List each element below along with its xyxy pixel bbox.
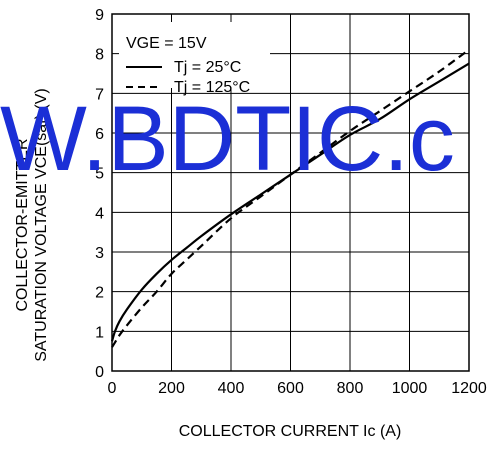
y-tick-label-8: 8 bbox=[95, 47, 104, 64]
y-tick-label-2: 2 bbox=[95, 285, 104, 302]
x-tick-label-400: 400 bbox=[218, 380, 245, 397]
legend-background bbox=[119, 22, 270, 88]
plot-frame bbox=[111, 13, 470, 372]
y-tick-label-6: 6 bbox=[95, 126, 104, 143]
y-tick-label-1: 1 bbox=[95, 324, 104, 341]
legend: VGE = 15V Tj = 25°C Tj = 125°C bbox=[119, 22, 270, 96]
y-tick-label-3: 3 bbox=[95, 245, 104, 262]
watermark-text: W.BDTIC.c bbox=[0, 88, 455, 190]
x-tick-label-1000: 1000 bbox=[392, 380, 428, 397]
x-axis-title: COLLECTOR CURRENT Ic (A) bbox=[179, 423, 402, 440]
grid-layer bbox=[112, 14, 469, 371]
y-tick-label-5: 5 bbox=[95, 166, 104, 183]
y-axis-title-group: COLLECTOR-EMITTER SATURATION VOLTAGE VCE… bbox=[14, 88, 50, 362]
x-tick-label-1200: 1200 bbox=[451, 380, 487, 397]
x-tick-label-200: 200 bbox=[158, 380, 185, 397]
tick-label-layer: 0 200 400 600 800 1000 1200 0 1 2 3 4 5 6 7 8 9 bbox=[95, 7, 487, 397]
legend-entry-25c: Tj = 25°C bbox=[174, 59, 241, 76]
y-tick-label-0: 0 bbox=[95, 364, 104, 381]
series-line-tj-25c bbox=[110, 62, 470, 342]
x-tick-label-800: 800 bbox=[337, 380, 364, 397]
y-axis-title-line2: SATURATION VOLTAGE VCE(sat) (V) bbox=[33, 88, 50, 362]
y-tick-label-4: 4 bbox=[95, 205, 104, 222]
x-tick-label-0: 0 bbox=[108, 380, 117, 397]
x-tick-label-600: 600 bbox=[277, 380, 304, 397]
series-layer bbox=[110, 48, 470, 348]
y-tick-label-9: 9 bbox=[95, 7, 104, 24]
y-axis-title-line1: COLLECTOR-EMITTER bbox=[14, 138, 31, 311]
legend-condition-label: VGE = 15V bbox=[126, 35, 207, 52]
legend-entry-125c: Tj = 125°C bbox=[174, 79, 250, 96]
y-tick-label-7: 7 bbox=[95, 86, 104, 103]
